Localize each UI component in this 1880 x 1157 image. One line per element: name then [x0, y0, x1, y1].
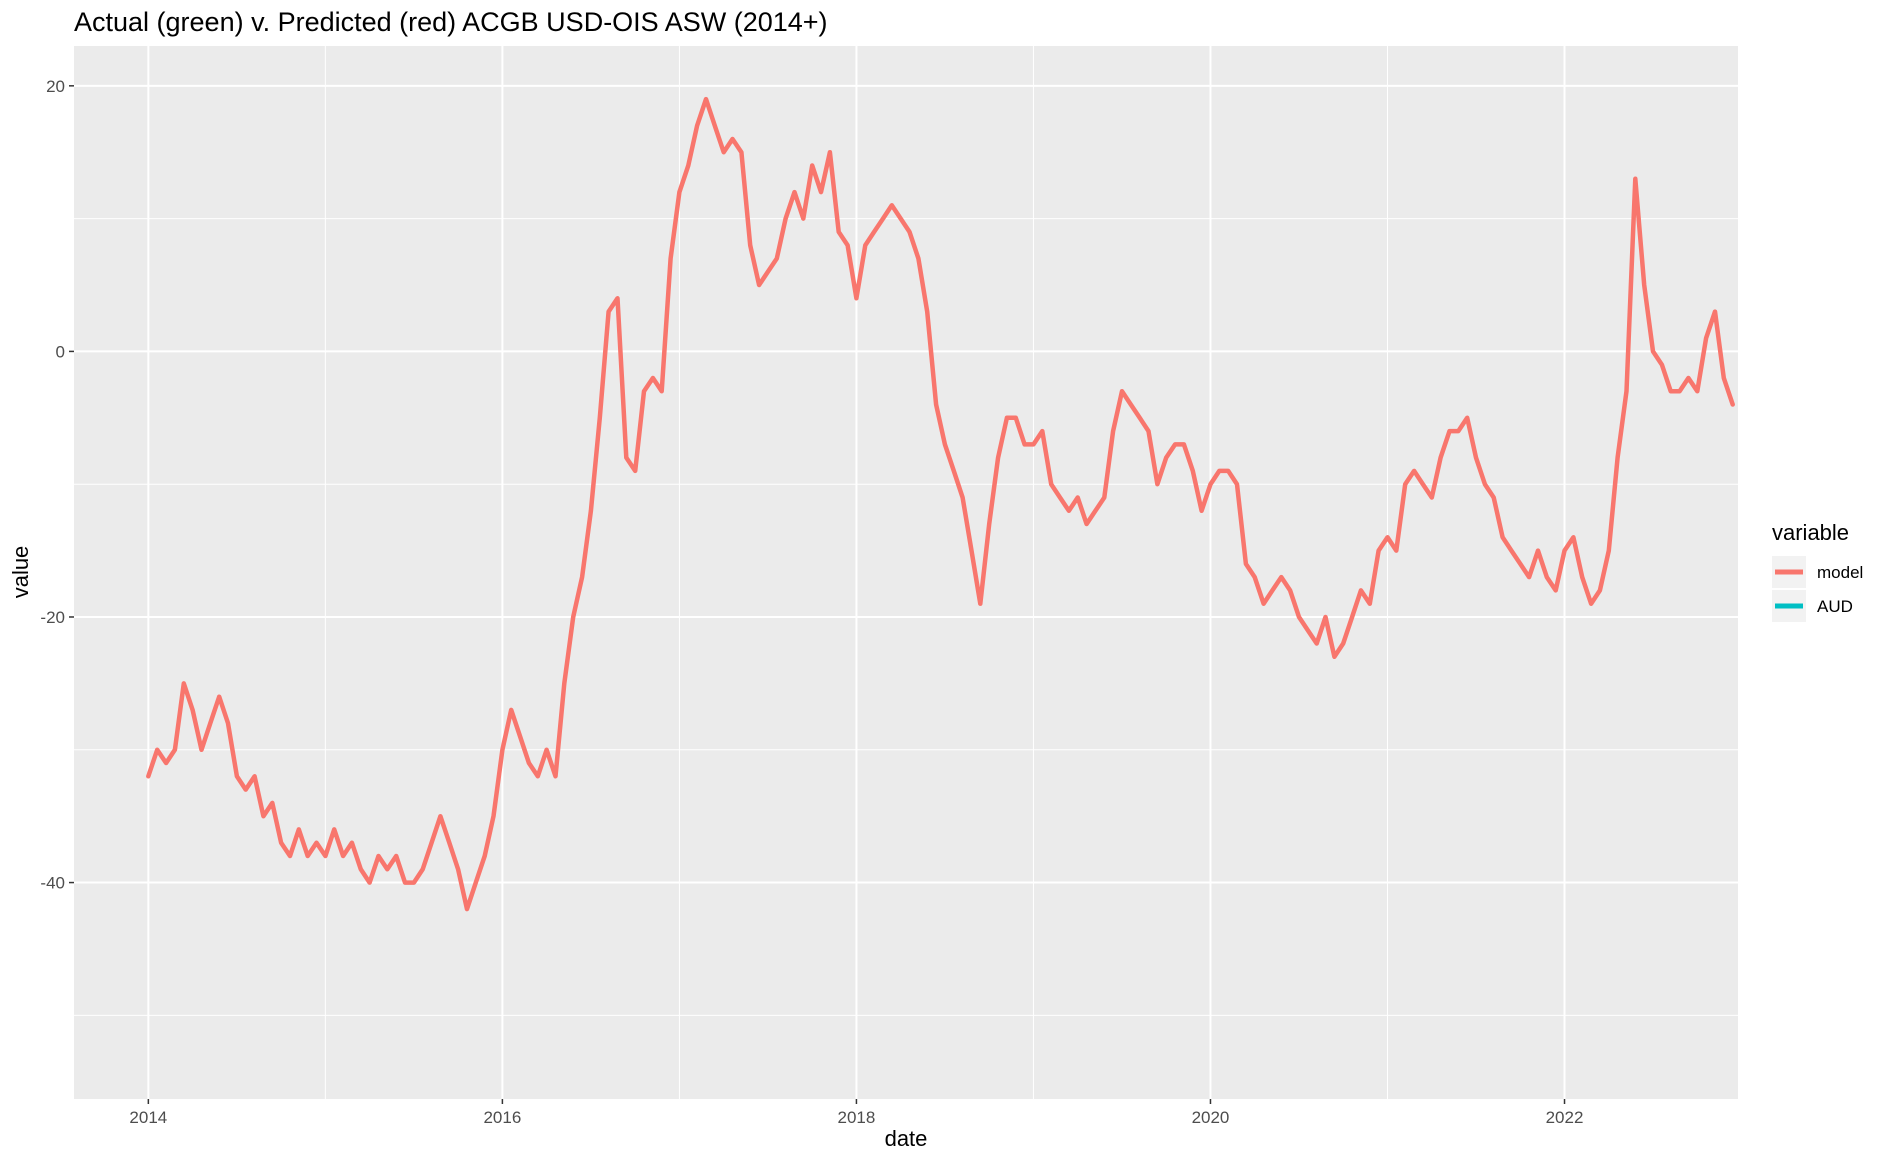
y-tick-label: 20	[46, 77, 65, 96]
x-axis: 2014 2016 2018 2020 2022	[129, 1099, 1583, 1127]
legend-label-aud: AUD	[1817, 597, 1853, 616]
y-tick-label: -40	[40, 874, 65, 893]
y-axis: 20 0 -20 -40	[40, 77, 74, 893]
legend-title: variable	[1772, 520, 1849, 545]
legend: variable model AUD	[1772, 520, 1863, 622]
chart-title: Actual (green) v. Predicted (red) ACGB U…	[74, 7, 828, 37]
grid-major	[74, 46, 1738, 1099]
y-tick-label: -20	[40, 608, 65, 627]
grid-minor	[74, 46, 1738, 1099]
x-tick-label: 2016	[483, 1108, 521, 1127]
legend-label-model: model	[1817, 563, 1863, 582]
y-tick-label: 0	[56, 342, 65, 361]
x-tick-label: 2022	[1546, 1108, 1584, 1127]
x-axis-title: date	[885, 1126, 928, 1151]
x-tick-label: 2018	[838, 1108, 876, 1127]
series-layer	[146, 96, 1735, 912]
series-line-model	[146, 96, 1735, 912]
y-axis-title: value	[8, 546, 33, 599]
x-tick-label: 2020	[1192, 1108, 1230, 1127]
x-tick-label: 2014	[129, 1108, 167, 1127]
plot-panel	[74, 46, 1738, 1099]
